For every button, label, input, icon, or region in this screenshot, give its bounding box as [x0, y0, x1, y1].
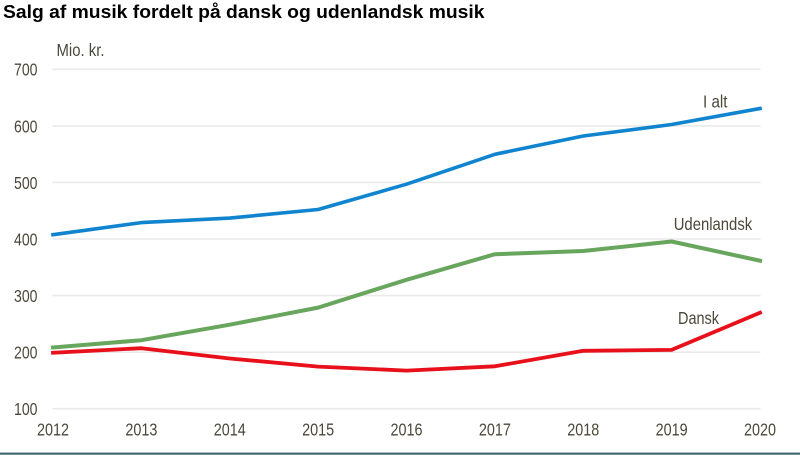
svg-text:2017: 2017: [479, 420, 511, 440]
svg-text:2014: 2014: [214, 420, 246, 440]
svg-text:2012: 2012: [37, 420, 69, 440]
svg-text:2016: 2016: [391, 420, 423, 440]
svg-text:2018: 2018: [567, 420, 599, 440]
svg-text:400: 400: [14, 229, 38, 249]
svg-text:700: 700: [14, 60, 38, 80]
svg-text:2015: 2015: [302, 420, 334, 440]
svg-text:300: 300: [14, 286, 38, 306]
svg-text:Udenlandsk: Udenlandsk: [674, 214, 753, 234]
svg-text:2019: 2019: [656, 420, 688, 440]
svg-text:Mio. kr.: Mio. kr.: [57, 40, 105, 60]
svg-text:500: 500: [14, 173, 38, 193]
svg-text:Salg af musik fordelt på dansk: Salg af musik fordelt på dansk og udenla…: [3, 2, 486, 22]
svg-text:I alt: I alt: [703, 91, 728, 111]
svg-text:Dansk: Dansk: [678, 308, 719, 328]
svg-text:200: 200: [14, 343, 38, 363]
svg-text:100: 100: [14, 399, 38, 419]
svg-text:2020: 2020: [744, 420, 776, 440]
svg-text:2013: 2013: [125, 420, 157, 440]
svg-text:600: 600: [14, 116, 38, 136]
